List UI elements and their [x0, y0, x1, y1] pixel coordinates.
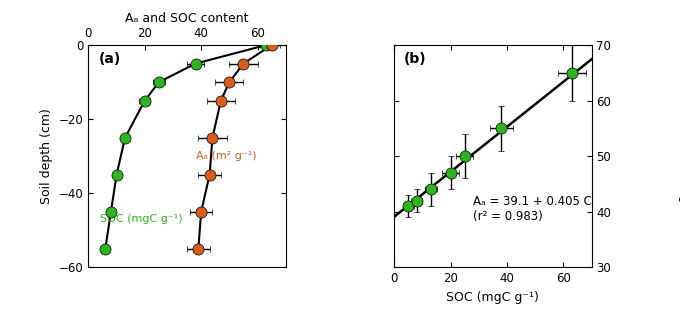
Text: SOC (mgC g⁻¹): SOC (mgC g⁻¹) [100, 214, 182, 224]
Text: (a): (a) [99, 52, 120, 66]
Y-axis label: Apparent specific
surface area (m² g⁻¹): Apparent specific surface area (m² g⁻¹) [678, 93, 680, 219]
X-axis label: Aₐ and SOC content: Aₐ and SOC content [125, 12, 249, 25]
Y-axis label: Soil depth (cm): Soil depth (cm) [40, 108, 53, 204]
Text: (b): (b) [404, 52, 427, 66]
Text: Aₐ = 39.1 + 0.405 C
(r² = 0.983): Aₐ = 39.1 + 0.405 C (r² = 0.983) [473, 195, 592, 223]
Text: Aₐ (m² g⁻¹): Aₐ (m² g⁻¹) [196, 151, 256, 161]
X-axis label: SOC (mgC g⁻¹): SOC (mgC g⁻¹) [447, 291, 539, 304]
